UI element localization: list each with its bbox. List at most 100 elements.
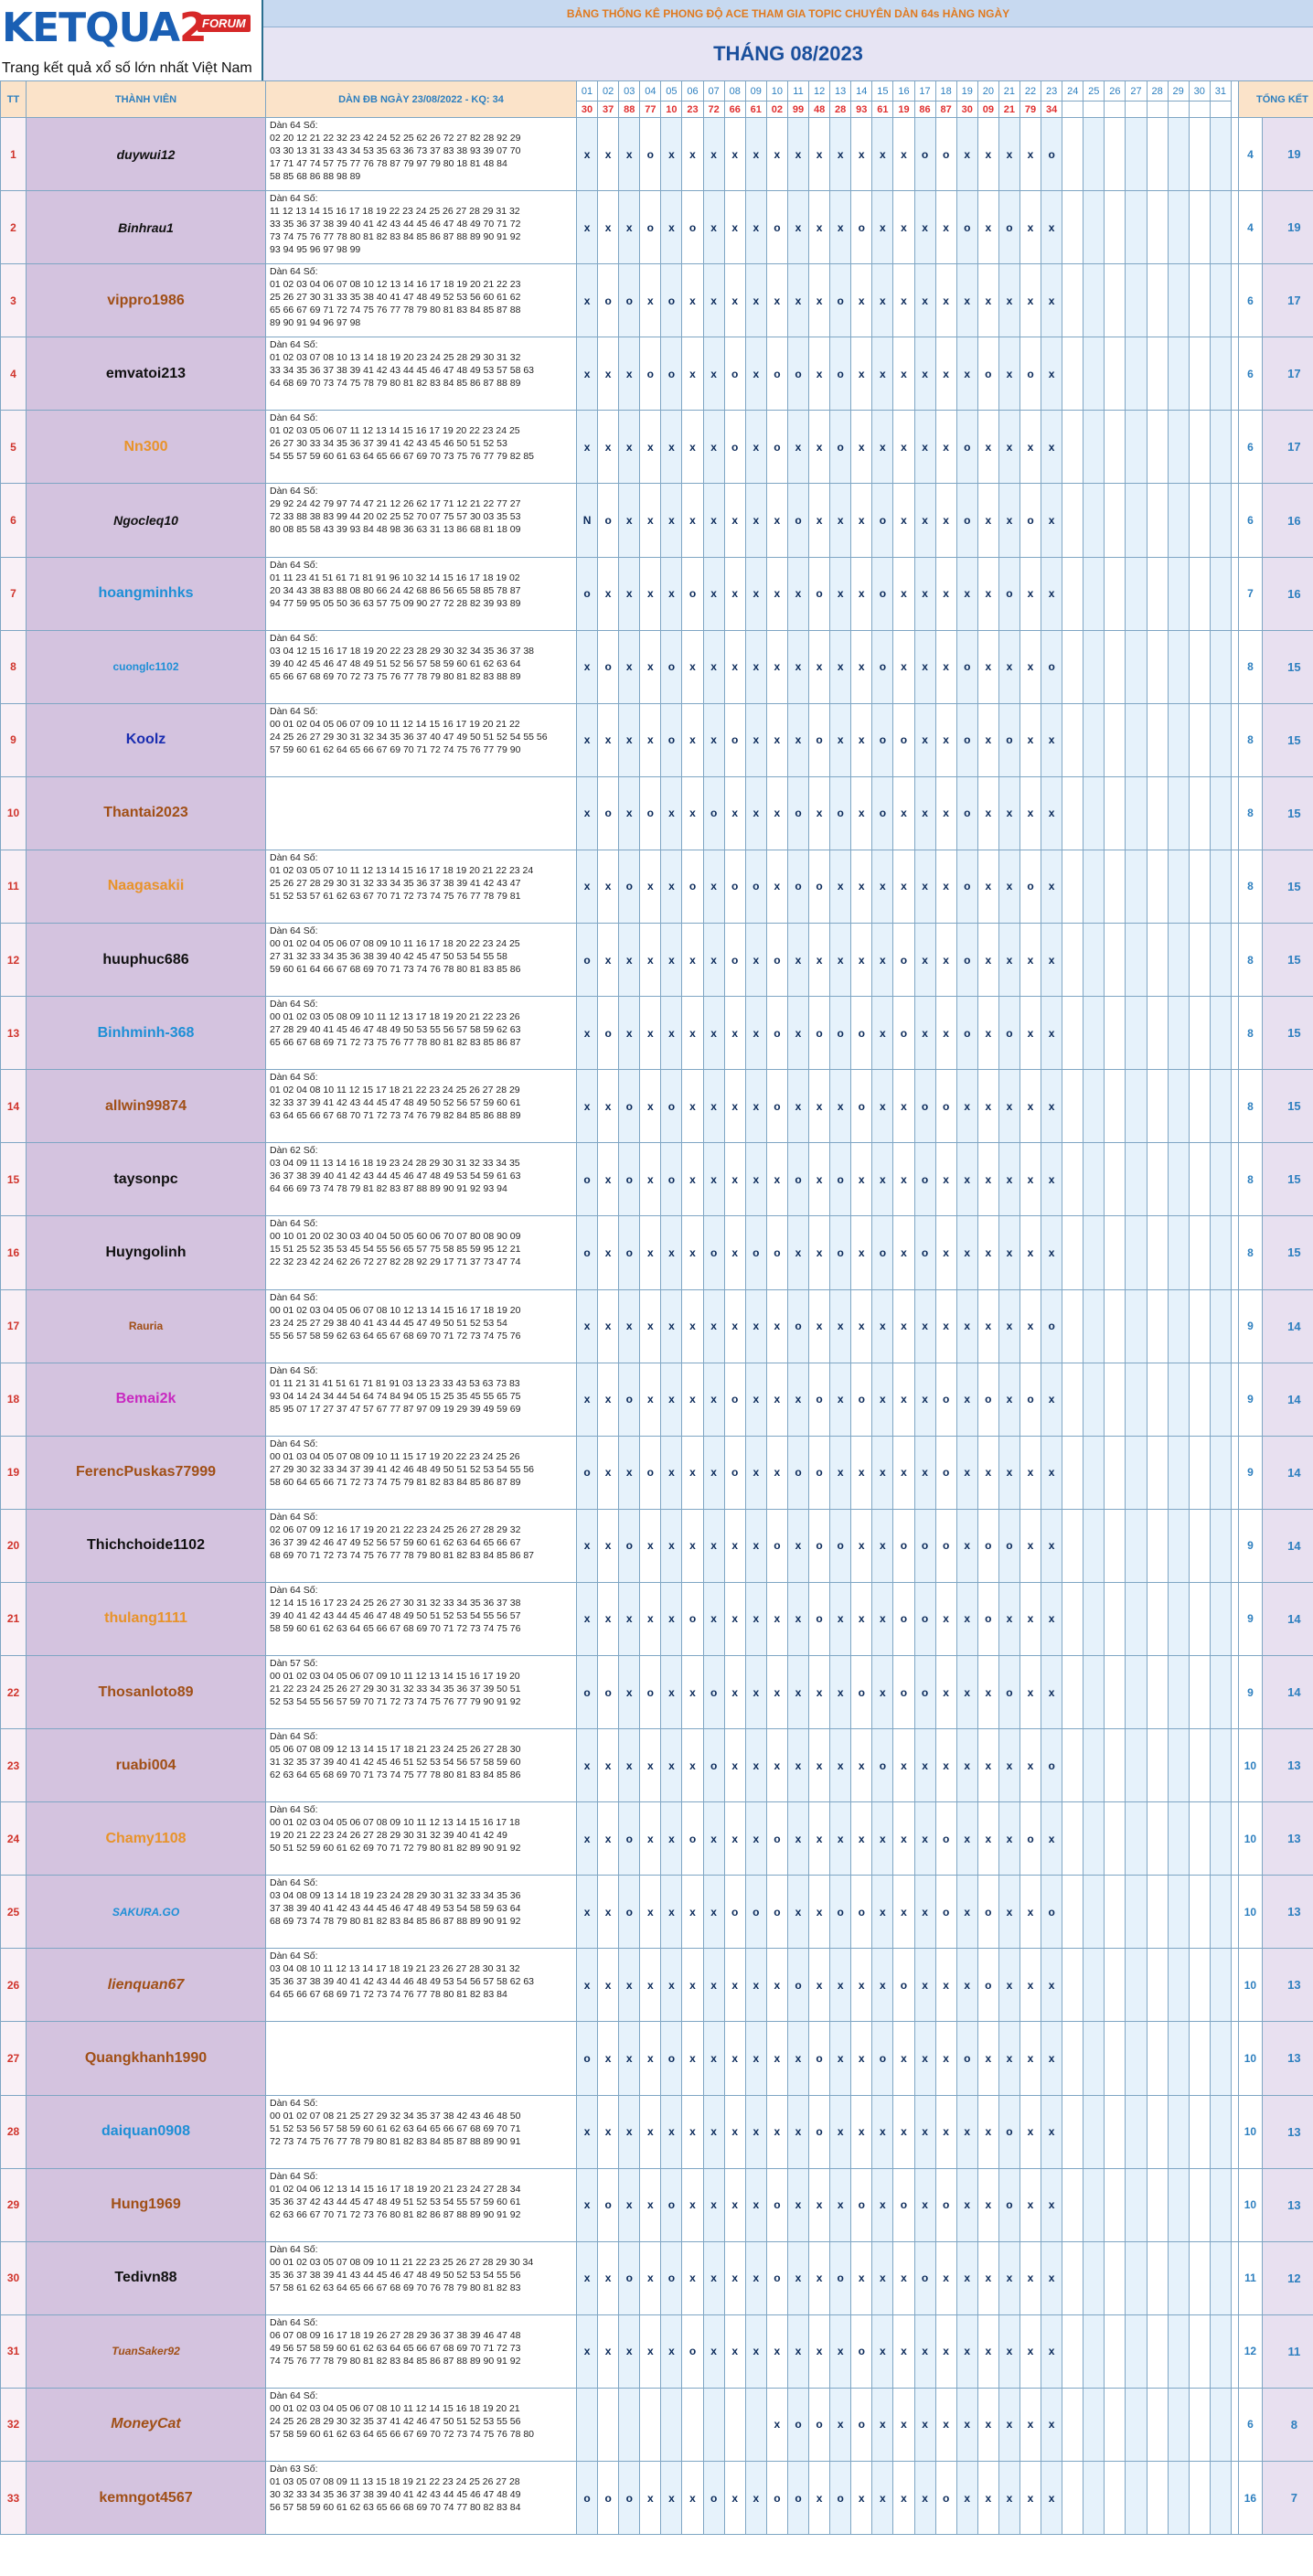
day-mark: o bbox=[913, 1069, 936, 1144]
header-day: 28 bbox=[1146, 80, 1169, 102]
member-name[interactable]: Thichchoide1102 bbox=[26, 1508, 266, 1583]
member-name[interactable]: Bemai2k bbox=[26, 1362, 266, 1437]
member-name[interactable]: Nn300 bbox=[26, 410, 266, 485]
day-mark: x bbox=[660, 923, 683, 998]
day-mark bbox=[1209, 556, 1232, 631]
day-mark bbox=[1104, 1142, 1126, 1217]
member-name[interactable]: Koolz bbox=[26, 702, 266, 777]
day-mark: x bbox=[871, 1142, 894, 1217]
member-name[interactable]: FerencPuskas77999 bbox=[26, 1435, 266, 1510]
member-name[interactable]: vippro1986 bbox=[26, 263, 266, 338]
day-mark: o bbox=[850, 1654, 873, 1730]
day-mark: o bbox=[681, 1801, 704, 1876]
day-mark: x bbox=[681, 2460, 704, 2536]
day-mark: x bbox=[977, 2314, 999, 2389]
day-mark: x bbox=[1019, 2240, 1042, 2315]
day-mark: x bbox=[977, 1728, 999, 1803]
number-set-text: Dàn 64 Số: 01 11 21 31 41 51 61 71 81 91… bbox=[270, 1364, 521, 1415]
day-mark bbox=[1062, 2094, 1084, 2169]
member-name[interactable]: taysonpc bbox=[26, 1142, 266, 1217]
day-mark: x bbox=[977, 410, 999, 485]
day-mark: o bbox=[618, 1508, 641, 1583]
day-mark: x bbox=[808, 1288, 831, 1363]
day-mark: x bbox=[934, 1948, 957, 2023]
day-mark: x bbox=[871, 1654, 894, 1730]
day-mark: o bbox=[744, 1875, 767, 1950]
result-value bbox=[1083, 101, 1105, 118]
forum-logo[interactable]: KETQUA2 FORUM Trang kết quả xổ số lớn nh… bbox=[0, 0, 263, 82]
member-name[interactable]: Ngocleq10 bbox=[26, 483, 266, 558]
member-name[interactable]: daiquan0908 bbox=[26, 2094, 266, 2169]
day-mark bbox=[1167, 996, 1190, 1071]
gap-cell bbox=[1230, 2314, 1239, 2389]
total-hit: 13 bbox=[1261, 2094, 1313, 2169]
day-mark: x bbox=[871, 1362, 894, 1437]
day-mark: x bbox=[892, 775, 915, 850]
member-name[interactable]: huuphuc686 bbox=[26, 923, 266, 998]
total-hit: 13 bbox=[1261, 1728, 1313, 1803]
member-name[interactable]: Binhminh-368 bbox=[26, 996, 266, 1071]
day-mark: x bbox=[597, 702, 620, 777]
day-mark: x bbox=[1019, 190, 1042, 265]
day-mark: x bbox=[998, 337, 1020, 412]
day-mark: x bbox=[575, 337, 599, 412]
member-name[interactable]: duywui12 bbox=[26, 116, 266, 192]
day-mark: x bbox=[660, 1215, 683, 1290]
day-mark: x bbox=[1041, 702, 1063, 777]
day-mark: o bbox=[955, 190, 978, 265]
day-mark: x bbox=[1019, 1215, 1042, 1290]
day-mark: x bbox=[998, 1288, 1020, 1363]
row-index: 33 bbox=[0, 2460, 27, 2536]
member-name[interactable]: ruabi004 bbox=[26, 1728, 266, 1803]
member-name[interactable]: SAKURA.GO bbox=[26, 1875, 266, 1950]
member-name[interactable]: Rauria bbox=[26, 1288, 266, 1363]
member-name[interactable]: Thantai2023 bbox=[26, 775, 266, 850]
day-mark: x bbox=[723, 1508, 746, 1583]
member-name[interactable]: TuanSaker92 bbox=[26, 2314, 266, 2389]
day-mark: x bbox=[913, 2167, 936, 2242]
member-name[interactable]: thulang1111 bbox=[26, 1581, 266, 1656]
day-mark: x bbox=[723, 629, 746, 704]
day-mark: x bbox=[977, 629, 999, 704]
day-mark: x bbox=[829, 2167, 852, 2242]
day-mark: x bbox=[618, 2167, 641, 2242]
member-name[interactable]: Quangkhanh1990 bbox=[26, 2021, 266, 2096]
member-name[interactable]: emvatoi213 bbox=[26, 337, 266, 412]
member-name[interactable]: allwin99874 bbox=[26, 1069, 266, 1144]
day-mark: x bbox=[955, 1508, 978, 1583]
day-mark: x bbox=[913, 775, 936, 850]
member-row: 32 MoneyCat Dàn 64 Số: 00 01 02 03 04 05 0… bbox=[0, 2387, 1313, 2463]
member-name[interactable]: Chamy1108 bbox=[26, 1801, 266, 1876]
day-mark: o bbox=[1019, 483, 1042, 558]
day-mark: x bbox=[702, 1875, 725, 1950]
member-name[interactable]: Naagasakii bbox=[26, 849, 266, 925]
total-hit: 13 bbox=[1261, 1948, 1313, 2023]
total-miss: 6 bbox=[1237, 263, 1263, 338]
total-miss: 10 bbox=[1237, 1801, 1263, 1876]
member-name[interactable]: Hung1969 bbox=[26, 2167, 266, 2242]
day-mark: x bbox=[575, 2167, 599, 2242]
day-mark: x bbox=[639, 483, 662, 558]
member-name[interactable]: Huyngolinh bbox=[26, 1215, 266, 1290]
member-name[interactable]: Thosanloto89 bbox=[26, 1654, 266, 1730]
gap-cell bbox=[1230, 1288, 1239, 1363]
day-mark: x bbox=[913, 2314, 936, 2389]
result-value: 37 bbox=[597, 101, 620, 118]
day-mark: x bbox=[702, 629, 725, 704]
member-row: 25 SAKURA.GO Dàn 64 Số: 03 04 08 09 13 14 … bbox=[0, 1875, 1313, 1950]
day-mark: o bbox=[977, 1581, 999, 1656]
member-name[interactable]: cuonglc1102 bbox=[26, 629, 266, 704]
member-name[interactable]: hoangminhks bbox=[26, 556, 266, 631]
day-mark: x bbox=[575, 410, 599, 485]
day-mark bbox=[1167, 1875, 1190, 1950]
member-name[interactable]: kemngot4567 bbox=[26, 2460, 266, 2536]
number-set-text: Dàn 62 Số: 03 04 09 11 13 14 16 18 19 23… bbox=[270, 1145, 521, 1195]
day-mark bbox=[1083, 1362, 1105, 1437]
number-set-text: Dàn 64 Số: 00 01 02 04 05 06 07 08 09 10… bbox=[270, 925, 521, 976]
result-value: 19 bbox=[892, 101, 915, 118]
member-name[interactable]: lienquan67 bbox=[26, 1948, 266, 2023]
member-name[interactable]: Tedivn88 bbox=[26, 2240, 266, 2315]
member-name[interactable]: MoneyCat bbox=[26, 2387, 266, 2463]
member-name[interactable]: Binhrau1 bbox=[26, 190, 266, 265]
day-mark: o bbox=[850, 996, 873, 1071]
